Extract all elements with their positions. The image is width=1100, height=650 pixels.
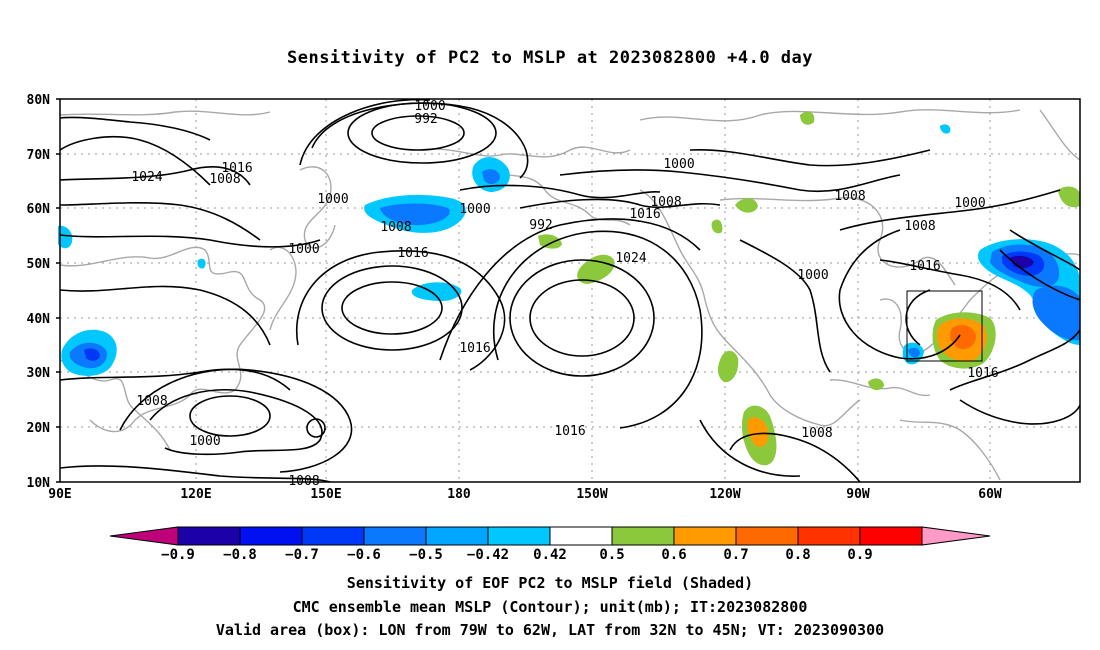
contour-label: 1000 [797,268,828,283]
chart-title: Sensitivity of PC2 to MSLP at 2023082800… [286,48,813,68]
lon-labels: 90E 120E 150E 180 150W 120W 90W 60W [48,487,1002,502]
colorbar-label: 0.9 [847,547,872,563]
axis-ticks [56,98,60,483]
colorbar-swatch [239,526,303,546]
contour-label: 1008 [288,474,319,489]
contour-label: 1000 [954,196,985,211]
contour-label: 1000 [288,242,319,257]
contour-label: 1016 [459,341,490,356]
colorbar-label: 0.6 [661,547,686,563]
grid-lines [60,99,1080,482]
colorbar-swatch [797,526,861,546]
lon-label: 120W [709,487,740,502]
contour-label: 1008 [209,172,240,187]
lon-label: 90W [846,487,870,502]
colorbar-label: −0.6 [347,547,381,563]
lat-label: 70N [27,148,51,163]
colorbar-labels: −0.9 −0.8 −0.7 −0.6 −0.5 −0.42 0.42 0.5 0.6 0.7 0.… [161,547,873,563]
contour-label: 1016 [221,161,252,176]
colorbar-swatch [673,526,737,546]
colorbar-label: 0.8 [785,547,810,563]
colorbar-swatch [487,526,551,546]
lat-label: 30N [27,366,51,381]
shaded-sensitivity [58,111,1080,466]
colorbar-swatch [301,526,365,546]
lat-label: 20N [27,421,51,436]
contour-label: 1000 [317,192,348,207]
lon-label: 60W [978,487,1002,502]
lon-label: 150E [310,487,341,502]
lat-label: 50N [27,257,51,272]
valid-area-box [906,290,983,362]
colorbar-swatch [549,526,613,546]
contour-label: 1008 [834,189,865,204]
colorbar-label: −0.42 [467,547,509,563]
contour-label: 1016 [397,246,428,261]
colorbar-swatch [177,526,241,546]
contour-label: 1008 [650,195,681,210]
colorbar-left-end [109,526,179,546]
lat-label: 40N [27,312,51,327]
contour-label: 1016 [629,207,660,222]
lon-label: 120E [180,487,211,502]
colorbar-label: −0.7 [285,547,319,563]
colorbar: −0.9 −0.8 −0.7 −0.6 −0.5 −0.42 0.42 0.5 0.6 0.7 0.… [109,526,991,563]
map-frame [59,98,1081,483]
contour-label: 992 [414,112,437,127]
colorbar-swatch [611,526,675,546]
map-panel: 1000 992 1024 1016 1008 1000 1000 1000 1… [27,93,1081,502]
colorbar-swatch [735,526,799,546]
contour-label: 1000 [414,99,445,114]
colorbar-right-end [921,526,991,546]
contour-label: 1024 [131,170,162,185]
lat-labels: 80N 70N 60N 50N 40N 30N 20N 10N [27,93,51,491]
mslp-contours [59,98,1081,483]
contour-label: 1000 [189,434,220,449]
contour-label: 1016 [967,366,998,381]
contour-label: 1008 [136,394,167,409]
colorbar-swatch [425,526,489,546]
contour-label: 1000 [459,202,490,217]
contour-label: 1008 [380,220,411,235]
contour-label-group: 1000 992 1024 1016 1008 1000 1000 1000 1… [131,99,998,489]
lon-label: 180 [447,487,471,502]
contour-label: 1008 [904,219,935,234]
colorbar-label: −0.9 [161,547,195,563]
lat-label: 60N [27,202,51,217]
lat-label: 10N [27,476,51,491]
caption-line-2: CMC ensemble mean MSLP (Contour); unit(m… [292,598,808,616]
lat-label: 80N [27,93,51,108]
lon-label: 90E [48,487,71,502]
colorbar-label: −0.8 [223,547,257,563]
colorbar-label: 0.7 [723,547,748,563]
lon-label: 150W [576,487,607,502]
contour-label: 1016 [554,424,585,439]
colorbar-label: −0.5 [409,547,443,563]
contour-label: 1008 [801,426,832,441]
coastlines [59,109,1081,481]
colorbar-swatches [177,526,923,546]
contour-label: 1000 [663,157,694,172]
contour-label: 992 [529,218,552,233]
colorbar-label: 0.42 [533,547,567,563]
colorbar-swatch [363,526,427,546]
colorbar-label: 0.5 [599,547,624,563]
contour-label: 1024 [615,251,646,266]
caption-line-3: Valid area (box): LON from 79W to 62W, L… [215,621,885,639]
caption-line-1: Sensitivity of EOF PC2 to MSLP field (Sh… [346,574,754,592]
colorbar-swatch [859,526,923,546]
contour-label: 1016 [909,259,940,274]
